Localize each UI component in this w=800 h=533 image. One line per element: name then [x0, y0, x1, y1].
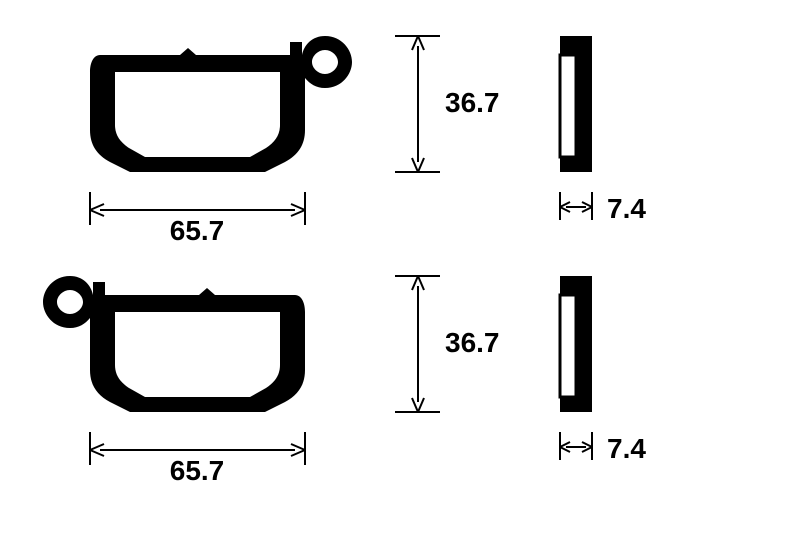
pad1-thickness-label: 7.4	[607, 193, 646, 224]
pad1-height-dimension: 36.7	[395, 36, 500, 172]
pad2-width-dimension: 65.7	[90, 432, 305, 486]
pad1-width-label: 65.7	[170, 215, 225, 246]
pad1-front	[90, 36, 352, 172]
pad2-thickness-label: 7.4	[607, 433, 646, 464]
pad1-height-label: 36.7	[445, 87, 500, 118]
pad2-height-dimension: 36.7	[395, 276, 500, 412]
pad2-inner	[115, 312, 280, 397]
pad2-thickness-dimension: 7.4	[560, 432, 646, 464]
pad2-side	[560, 276, 592, 412]
pad2-front	[43, 276, 305, 412]
pad1-width-dimension: 65.7	[90, 192, 305, 246]
pad1-thickness-dimension: 7.4	[560, 192, 646, 224]
diagram-container: 65.7 36.7 7.4	[0, 0, 800, 533]
pad2-height-label: 36.7	[445, 327, 500, 358]
pad1-side	[560, 36, 592, 172]
pad1-inner	[115, 72, 280, 157]
pad2-width-label: 65.7	[170, 455, 225, 486]
